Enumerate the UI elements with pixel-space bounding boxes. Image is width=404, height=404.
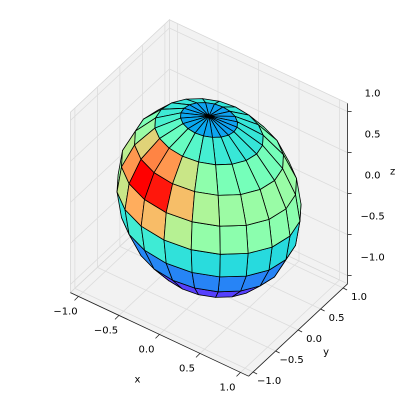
y-tick-label: 0.0 bbox=[306, 334, 322, 345]
x-tick-label: 0.0 bbox=[139, 344, 155, 355]
tick-mark bbox=[320, 308, 325, 312]
tick-mark bbox=[297, 329, 303, 333]
z-axis-label: z bbox=[390, 167, 395, 178]
tick-mark bbox=[342, 287, 348, 291]
grid-line bbox=[169, 27, 348, 112]
tick-mark bbox=[195, 353, 201, 358]
tick-mark bbox=[275, 350, 280, 354]
tick-mark bbox=[252, 371, 258, 375]
grid-line bbox=[70, 27, 170, 121]
surface-facet bbox=[219, 224, 249, 255]
tick-mark bbox=[74, 296, 79, 301]
y-axis-label: y bbox=[323, 347, 329, 358]
tick-mark bbox=[114, 315, 120, 320]
x-tick-label: 0.5 bbox=[179, 363, 195, 374]
x-tick-label: −0.5 bbox=[94, 325, 118, 336]
grid-line bbox=[97, 267, 276, 352]
z-tick-label: −1.0 bbox=[360, 253, 384, 264]
y-tick-label: 0.5 bbox=[329, 313, 345, 324]
x-tick-label: −1.0 bbox=[53, 306, 77, 317]
grid-line bbox=[74, 288, 254, 373]
z-tick-label: −0.5 bbox=[360, 212, 384, 223]
y-tick-label: 1.0 bbox=[351, 292, 367, 303]
tick-mark bbox=[155, 334, 160, 339]
surface-facet bbox=[190, 221, 221, 255]
surface-facet bbox=[191, 191, 221, 227]
x-axis-label: x bbox=[135, 374, 141, 385]
grid-line bbox=[70, 68, 170, 162]
surface-facet bbox=[194, 161, 219, 196]
z-tick-label: 1.0 bbox=[365, 89, 381, 100]
surface-facet bbox=[219, 252, 249, 278]
x-tick-label: 1.0 bbox=[220, 382, 236, 393]
z-tick-label: 0.5 bbox=[365, 130, 381, 141]
tick-mark bbox=[236, 372, 241, 377]
y-tick-label: −1.0 bbox=[257, 376, 281, 387]
grid-line bbox=[169, 68, 348, 153]
z-tick-label: 0.0 bbox=[365, 171, 381, 182]
y-tick-label: −0.5 bbox=[279, 355, 303, 366]
